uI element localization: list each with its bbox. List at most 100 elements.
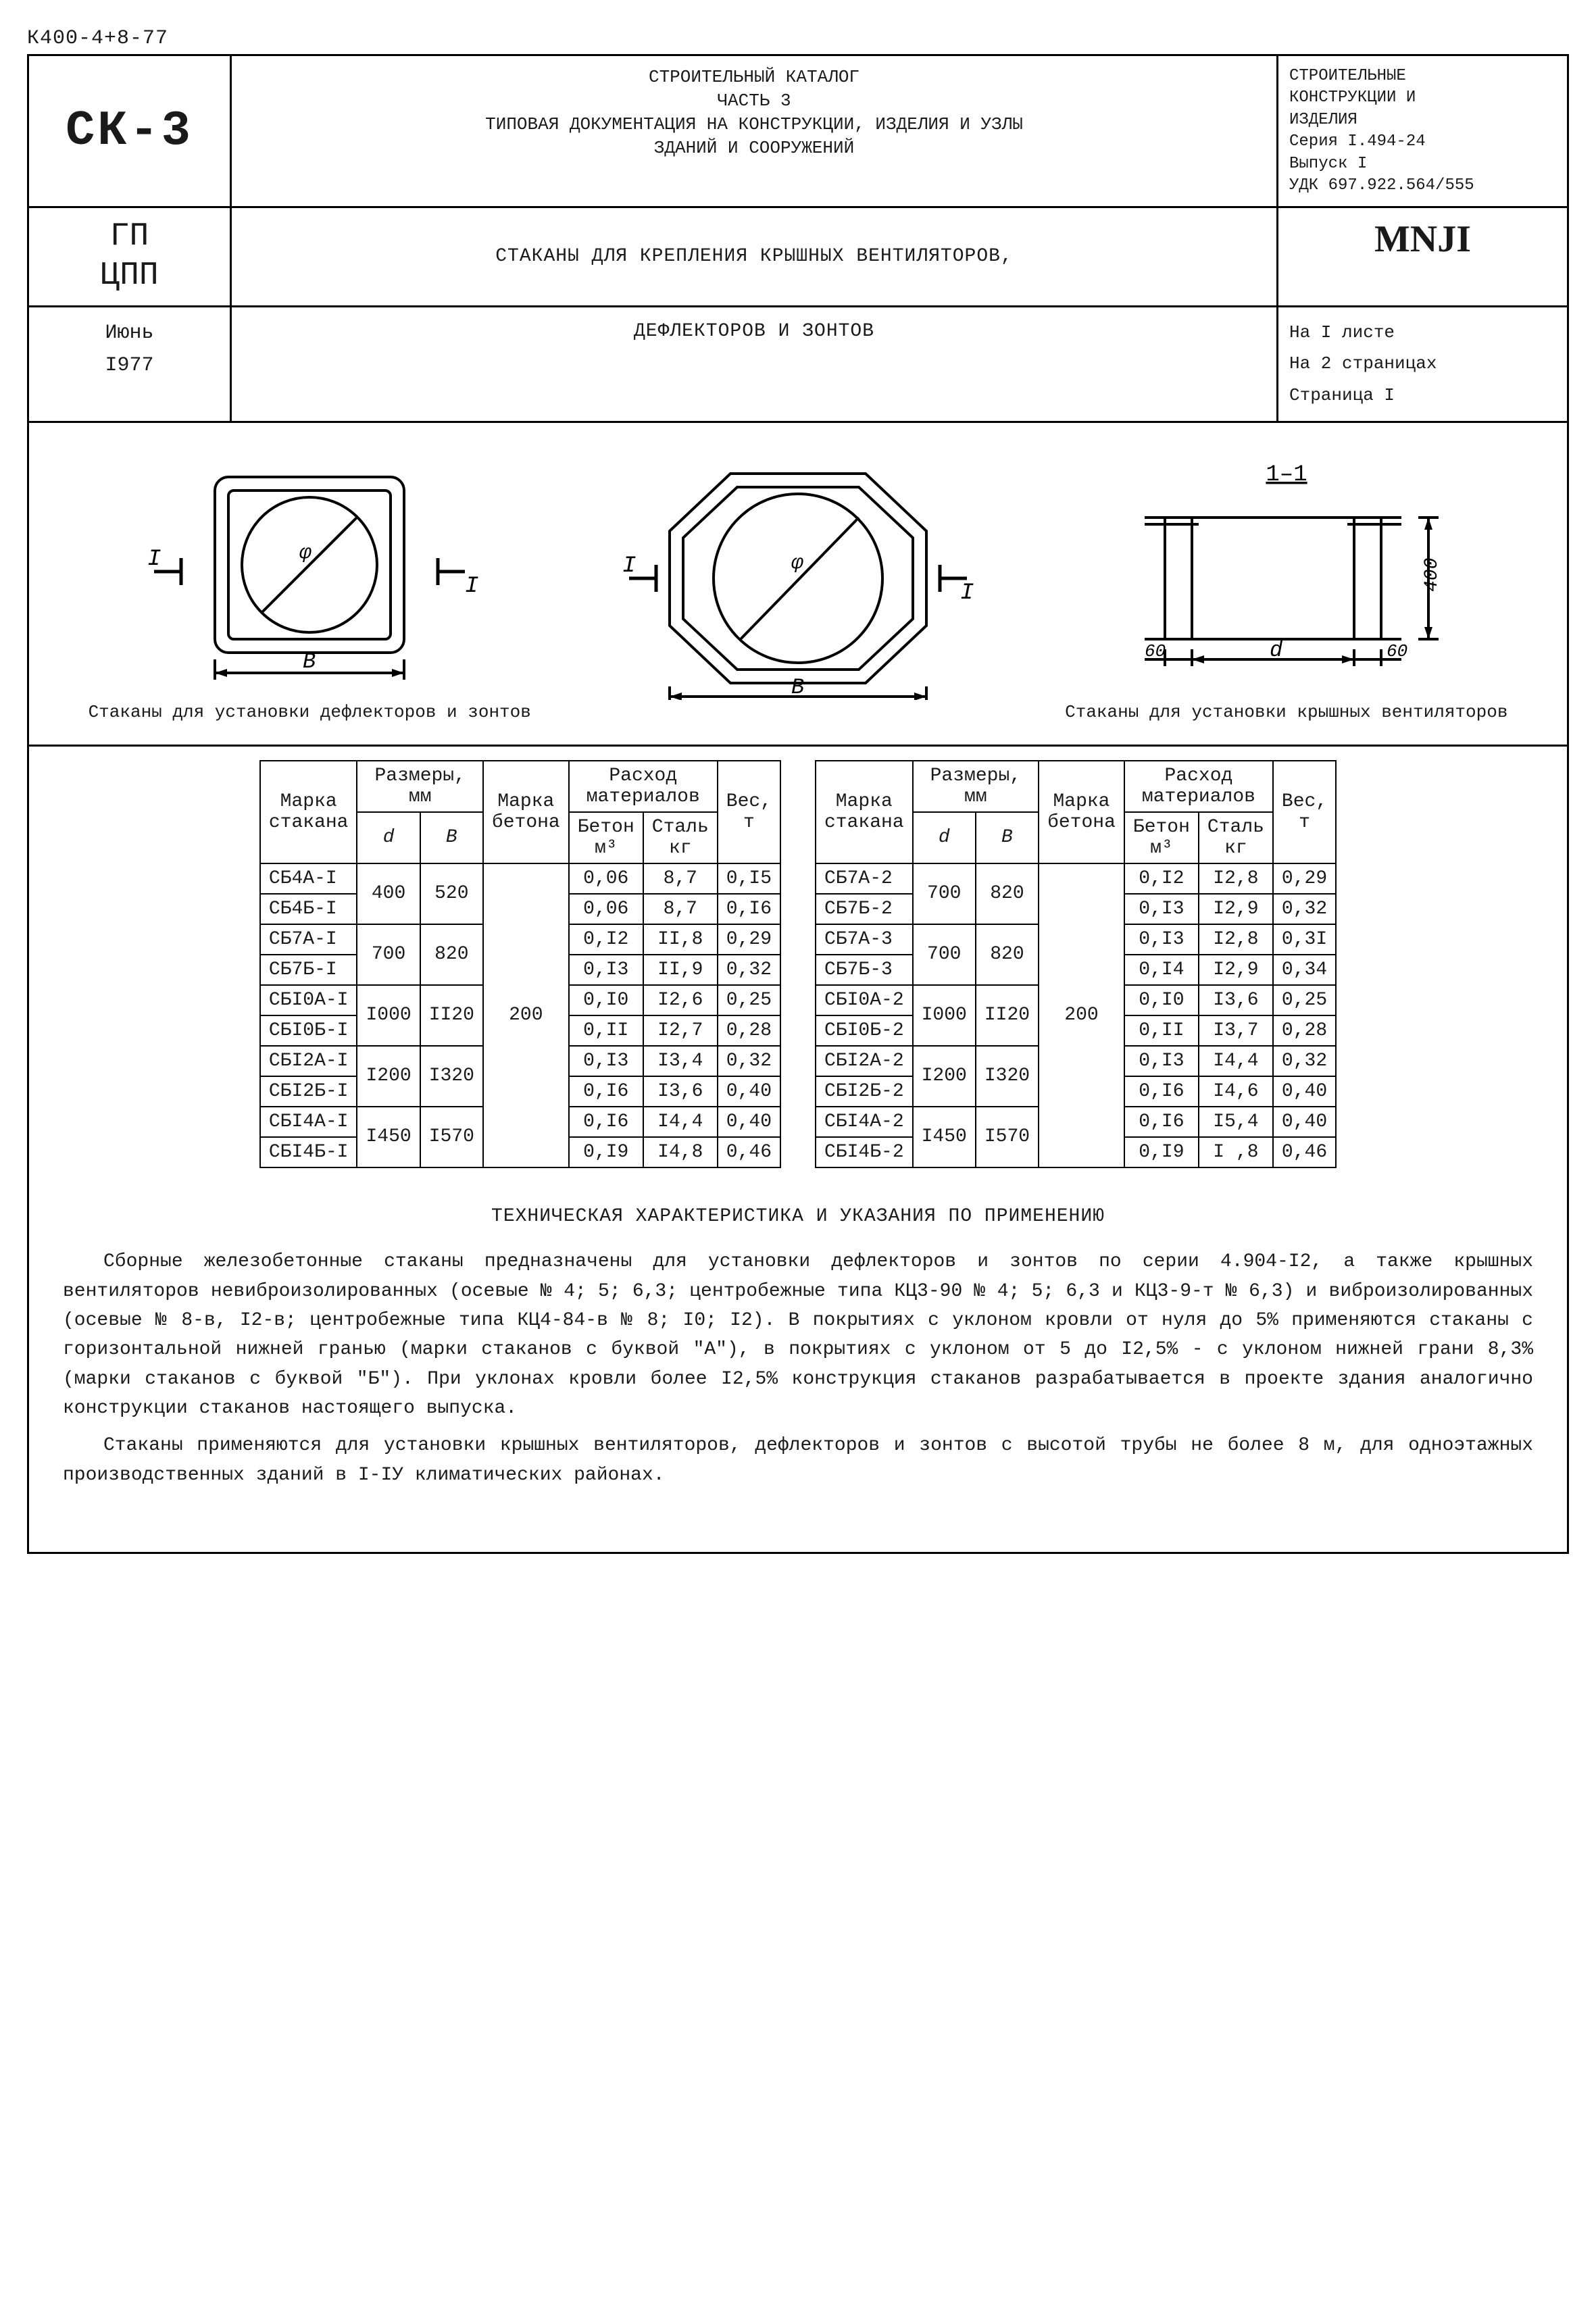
page-info: На I листе На 2 страницах Страница I <box>1276 307 1567 421</box>
technical-text: ТЕХНИЧЕСКАЯ ХАРАКТЕРИСТИКА И УКАЗАНИЯ ПО… <box>29 1188 1567 1553</box>
cell-B: 520 <box>420 863 483 924</box>
cell-weight: 0,29 <box>718 924 780 955</box>
cell-mark: СБI2А-2 <box>816 1046 913 1076</box>
cell-mark: СБ4А-I <box>260 863 357 894</box>
cell-steel: I2,6 <box>643 985 718 1015</box>
cell-steel: I3,6 <box>1199 985 1273 1015</box>
cell-weight: 0,28 <box>1273 1015 1336 1046</box>
cell-steel: I ,8 <box>1199 1137 1273 1167</box>
cell-weight: 0,29 <box>1273 863 1336 894</box>
tech-p1: Сборные железобетонные стаканы предназна… <box>63 1247 1533 1423</box>
cell-mark: СБI4Б-I <box>260 1137 357 1167</box>
cell-beton: 0,II <box>569 1015 643 1046</box>
th-B: В <box>976 812 1039 863</box>
cell-mark: СБI4Б-2 <box>816 1137 913 1167</box>
header-row-1: СК-3 СТРОИТЕЛЬНЫЙ КАТАЛОГ ЧАСТЬ 3 ТИПОВА… <box>29 56 1567 208</box>
cell-B: I570 <box>976 1107 1039 1167</box>
org-l1: ГП <box>40 218 219 257</box>
catalog-line-3: ТИПОВАЯ ДОКУМЕНТАЦИЯ НА КОНСТРУКЦИИ, ИЗД… <box>243 113 1266 136</box>
cell-B: I320 <box>420 1046 483 1107</box>
cell-weight: 0,I6 <box>718 894 780 924</box>
cell-steel: I2,9 <box>1199 955 1273 985</box>
cell-beton: 0,I9 <box>1124 1137 1199 1167</box>
title-bottom: ДЕФЛЕКТОРОВ И ЗОНТОВ <box>232 307 1276 421</box>
cell-B: 820 <box>976 863 1039 924</box>
catalog-line-1: СТРОИТЕЛЬНЫЙ КАТАЛОГ <box>243 66 1266 89</box>
table-right: МаркастаканаРазмеры,ммМаркабетонаРасходм… <box>815 760 1337 1168</box>
cell-steel: I3,7 <box>1199 1015 1273 1046</box>
cell-mark: СБI2Б-2 <box>816 1076 913 1107</box>
cell-B: 820 <box>976 924 1039 985</box>
th-d: d <box>913 812 976 863</box>
cell-beton: 0,I2 <box>569 924 643 955</box>
cell-B: I570 <box>420 1107 483 1167</box>
svg-text:I: I <box>465 574 478 599</box>
catalog-code: СК-3 <box>29 56 232 206</box>
th-beton: Бетонм³ <box>569 812 643 863</box>
cell-steel: I4,4 <box>1199 1046 1273 1076</box>
svg-text:400: 400 <box>1422 558 1443 592</box>
cell-beton: 0,II <box>1124 1015 1199 1046</box>
diagram-square: I I φ В <box>89 457 531 724</box>
cell-weight: 0,28 <box>718 1015 780 1046</box>
cell-B: II20 <box>976 985 1039 1046</box>
svg-text:φ: φ <box>299 542 311 565</box>
diagram-octagon: I I φ В <box>622 457 974 705</box>
catalog-title: СТРОИТЕЛЬНЫЙ КАТАЛОГ ЧАСТЬ 3 ТИПОВАЯ ДОК… <box>232 56 1276 206</box>
th-beton: Бетонм³ <box>1124 812 1199 863</box>
square-glass-icon: I I φ В <box>141 457 478 686</box>
cell-beton: 0,06 <box>569 863 643 894</box>
side-document-code: 3.01.С-1.94 т.1 <box>0 2026 5 2206</box>
cell-d: 700 <box>357 924 420 985</box>
cell-steel: I2,7 <box>643 1015 718 1046</box>
cell-d: I000 <box>357 985 420 1046</box>
th-concrete: Маркабетона <box>1039 761 1124 863</box>
code-label: MNJI <box>1276 208 1567 305</box>
th-sizes: Размеры,мм <box>357 761 482 812</box>
cell-mark: СБ7Б-I <box>260 955 357 985</box>
document-top-code: К400-4+8-77 <box>27 27 1569 56</box>
th-weight: Вес,т <box>1273 761 1336 863</box>
cell-d: I000 <box>913 985 976 1046</box>
cell-beton: 0,I3 <box>569 1046 643 1076</box>
cell-weight: 0,32 <box>1273 1046 1336 1076</box>
series-l2: КОНСТРУКЦИИ И <box>1289 87 1556 109</box>
th-B: В <box>420 812 483 863</box>
th-sizes: Размеры,мм <box>913 761 1039 812</box>
cell-weight: 0,25 <box>718 985 780 1015</box>
cell-steel: I4,6 <box>1199 1076 1273 1107</box>
cell-d: I450 <box>913 1107 976 1167</box>
th-concrete: Маркабетона <box>483 761 569 863</box>
cell-weight: 0,I5 <box>718 863 780 894</box>
cell-d: I450 <box>357 1107 420 1167</box>
svg-text:I: I <box>622 553 636 579</box>
cell-steel: I4,4 <box>643 1107 718 1137</box>
org-l2: ЦПП <box>40 257 219 296</box>
cell-mark: СБI4А-2 <box>816 1107 913 1137</box>
catalog-line-2: ЧАСТЬ 3 <box>243 89 1266 113</box>
svg-text:60: 60 <box>1387 641 1407 661</box>
cell-B: II20 <box>420 985 483 1046</box>
cell-mark: СБI0Б-2 <box>816 1015 913 1046</box>
cell-B: I320 <box>976 1046 1039 1107</box>
svg-text:φ: φ <box>791 552 803 575</box>
cell-beton: 0,06 <box>569 894 643 924</box>
th-consumption: Расходматериалов <box>1124 761 1273 812</box>
tech-p2: Стаканы применяются для установки крышны… <box>63 1431 1533 1490</box>
cell-mark: СБI4А-I <box>260 1107 357 1137</box>
th-weight: Вес,т <box>718 761 780 863</box>
cell-steel: 8,7 <box>643 863 718 894</box>
cell-steel: I3,4 <box>643 1046 718 1076</box>
cell-d: 400 <box>357 863 420 924</box>
cell-beton: 0,I6 <box>1124 1076 1199 1107</box>
cell-weight: 0,40 <box>718 1107 780 1137</box>
th-steel: Сталькг <box>643 812 718 863</box>
catalog-line-4: ЗДАНИЙ И СООРУЖЕНИЙ <box>243 136 1266 160</box>
diagram-square-caption: Стаканы для установки дефлекторов и зонт… <box>89 701 531 724</box>
series-l5: Выпуск I <box>1289 153 1556 175</box>
cell-beton: 0,I4 <box>1124 955 1199 985</box>
cell-d: 700 <box>913 863 976 924</box>
cell-steel: I4,8 <box>643 1137 718 1167</box>
issue-date: Июнь I977 <box>29 307 232 421</box>
table-left: МаркастаканаРазмеры,ммМаркабетонаРасходм… <box>259 760 781 1168</box>
